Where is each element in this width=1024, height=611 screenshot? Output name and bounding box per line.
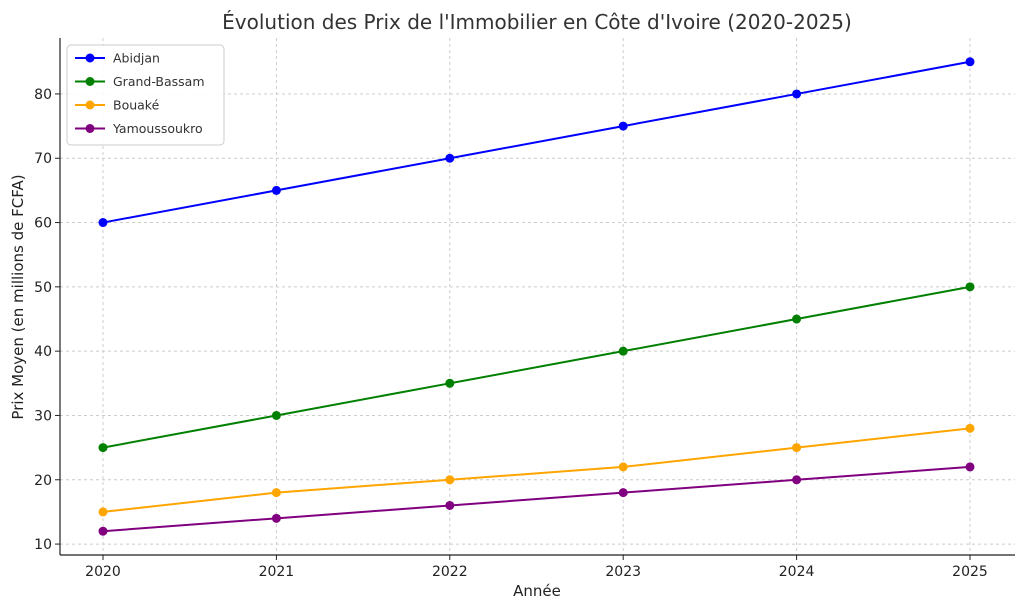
data-point [618,346,628,356]
y-axis-label: Prix Moyen (en millions de FCFA) [9,174,27,419]
legend-box [66,44,225,146]
data-point [98,218,108,228]
data-point [271,410,281,420]
series-abidjan [98,57,975,228]
legend: Abidjan Grand-Bassam Bouaké Yamoussoukro [66,44,225,146]
data-point [965,282,975,292]
data-point [792,314,802,324]
series-line [102,285,971,449]
series-grand-bassam [98,282,975,453]
data-point [618,121,628,131]
legend-item: Grand-Bassam [75,74,205,89]
x-tick-label: 2022 [432,564,468,580]
series-layer [98,57,975,536]
y-tick-label: 20 [34,473,52,489]
data-point [445,475,455,485]
chart-title: Évolution des Prix de l'Immobilier en Cô… [222,10,852,34]
data-point [445,500,455,510]
legend-swatch-marker [85,100,95,110]
y-axis-ticks: 10 20 30 40 50 60 70 80 [34,87,60,553]
data-point [792,443,802,453]
data-point [271,488,281,498]
data-point [965,57,975,67]
legend-label: Bouaké [113,98,160,113]
data-point [792,475,802,485]
x-tick-label: 2021 [259,564,295,580]
data-point [618,462,628,472]
y-tick-label: 50 [34,280,52,296]
series-bouak- [98,423,975,517]
data-point [445,378,455,388]
y-tick-label: 30 [34,408,52,424]
data-point [618,488,628,498]
series-line [102,60,971,224]
legend-label: Grand-Bassam [113,74,205,89]
data-point [98,443,108,453]
x-axis-label: Année [513,582,561,600]
legend-swatch-marker [85,53,95,63]
data-point [792,89,802,99]
x-tick-label: 2023 [605,564,641,580]
x-tick-label: 2024 [779,564,815,580]
series-yamoussoukro [98,462,975,536]
legend-swatch-marker [85,77,95,86]
legend-swatch-marker [85,124,95,133]
data-point [98,526,108,536]
series-line [102,465,971,533]
x-tick-label: 2025 [952,564,988,580]
series-line [102,427,971,513]
y-tick-label: 60 [34,216,52,232]
y-tick-label: 40 [34,344,52,360]
legend-item: Abidjan [75,51,160,66]
data-point [965,423,975,433]
legend-label: Abidjan [113,51,160,66]
y-tick-label: 80 [34,87,52,103]
data-point [965,462,975,472]
legend-label: Yamoussoukro [112,121,203,136]
y-tick-label: 10 [34,537,52,553]
y-tick-label: 70 [34,151,52,167]
data-point [98,507,108,517]
data-point [445,153,455,163]
legend-item: Yamoussoukro [75,121,203,136]
data-point [271,185,281,195]
x-axis-ticks: 2020 2021 2022 2023 2024 2025 [85,555,988,580]
data-point [271,513,281,523]
x-tick-label: 2020 [85,564,121,580]
legend-item: Bouaké [75,98,160,113]
